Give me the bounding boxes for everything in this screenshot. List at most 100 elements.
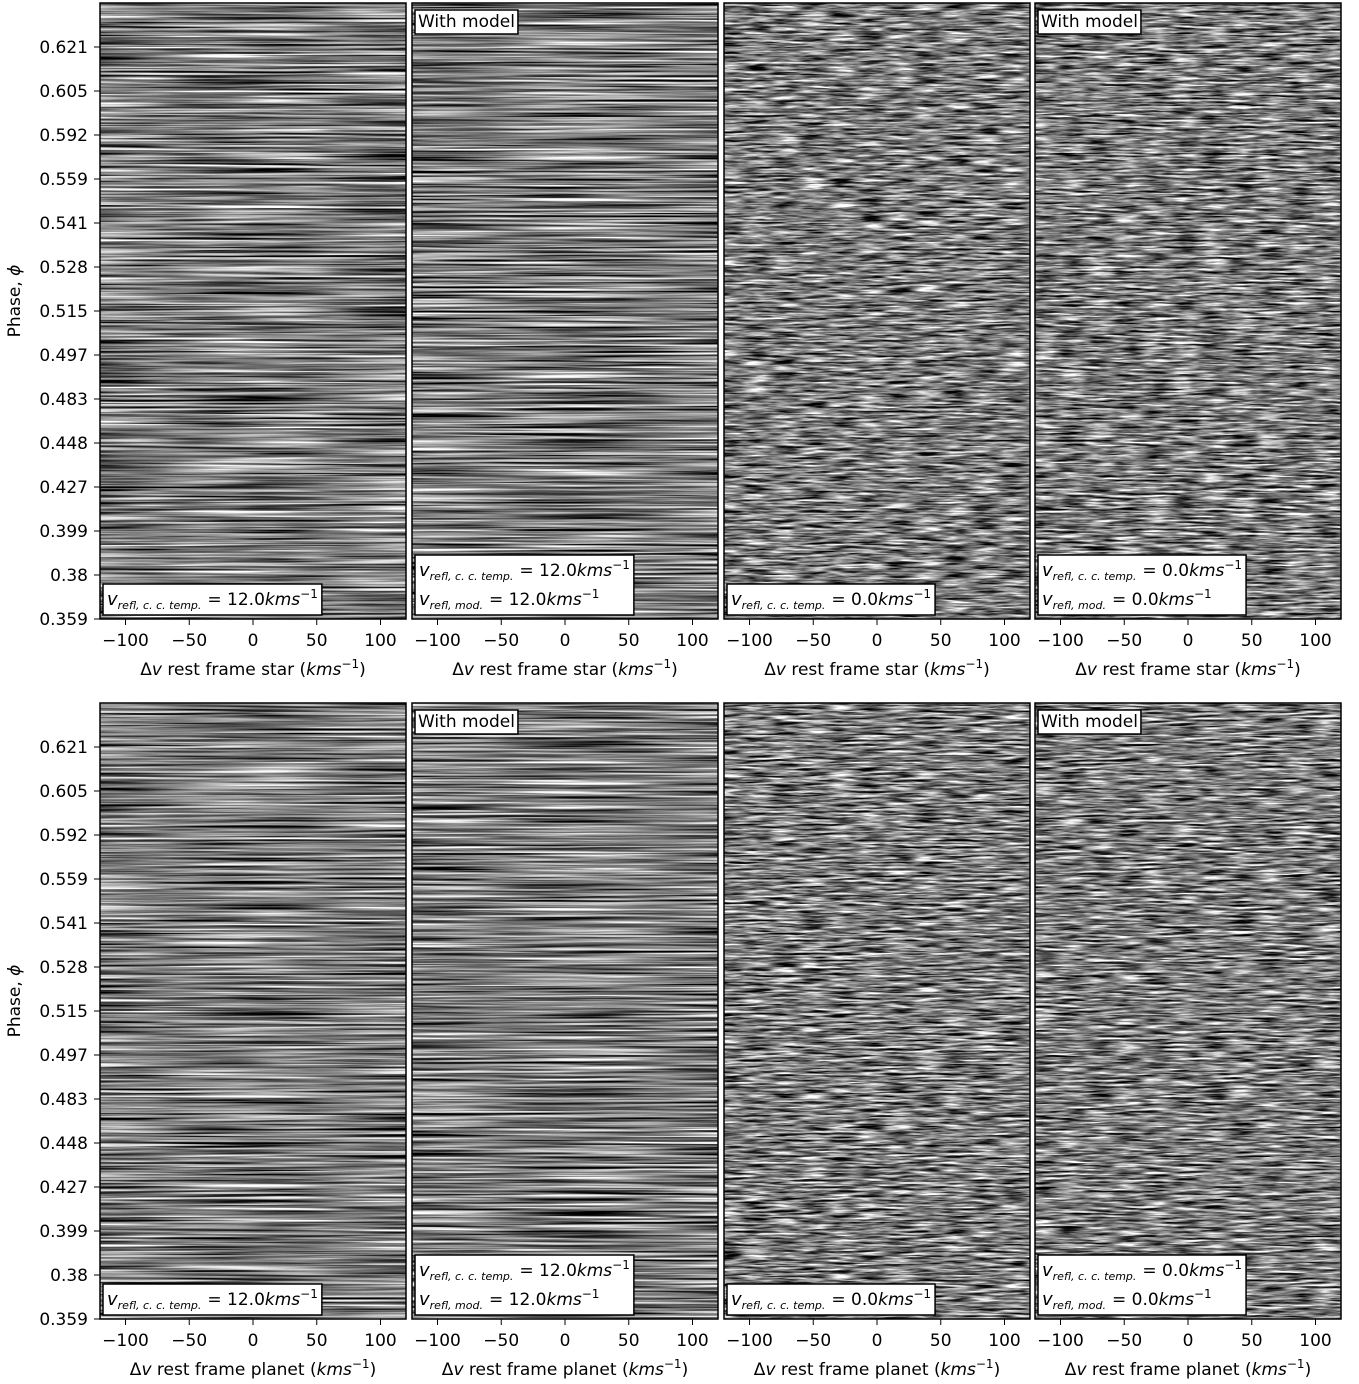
symbol: v	[419, 560, 430, 581]
x-tick-label: −50	[483, 631, 519, 651]
x-tick-label: 50	[306, 631, 328, 651]
legend-line: vrefl, mod. = 0.0kms−1	[1042, 1287, 1212, 1312]
text-part: )	[671, 660, 678, 680]
heatmap-image	[1035, 703, 1341, 1319]
annotation-box	[1037, 554, 1247, 616]
text-part: −1	[664, 1357, 682, 1371]
equals: = 12.0	[519, 1261, 577, 1281]
legend-line: vrefl, c. c. temp. = 0.0kms−1	[731, 1287, 931, 1312]
annotation-text: With model	[1041, 712, 1138, 732]
text-part: v	[464, 660, 475, 680]
y-tick-label: 0.621	[39, 738, 88, 758]
subscript: refl, c. c. temp.	[118, 599, 202, 612]
y-tick-label: 0.497	[39, 1046, 88, 1066]
exponent: −1	[1194, 587, 1212, 601]
text-part: kms	[1241, 660, 1276, 680]
text-part: )	[359, 660, 366, 680]
symbol: v	[1042, 1289, 1053, 1310]
annotation-box	[414, 709, 519, 735]
x-axis-label: Δv rest frame planet (kms−1)	[442, 1357, 688, 1380]
text-part: v	[152, 660, 163, 680]
annotation-box	[1037, 709, 1142, 735]
unit: kms	[577, 561, 612, 581]
text-part: kms	[930, 660, 965, 680]
unit: kms	[1159, 590, 1194, 610]
y-tick-label: 0.448	[39, 434, 88, 454]
text-part: rest frame planet (	[776, 1360, 941, 1380]
text-part: −1	[965, 657, 983, 671]
text-part: v	[453, 1360, 464, 1380]
exponent: −1	[300, 1287, 318, 1301]
text-part: kms	[317, 1360, 352, 1380]
y-tick-label: 0.541	[39, 914, 88, 934]
text-part: Phase,	[5, 276, 25, 338]
unit: kms	[878, 590, 913, 610]
x-tick-label: −100	[102, 1331, 149, 1351]
legend-line: vrefl, c. c. temp. = 0.0kms−1	[731, 587, 931, 612]
subscript: refl, c. c. temp.	[430, 1270, 514, 1283]
legend-line: vrefl, mod. = 12.0kms−1	[419, 1287, 599, 1312]
subscript: refl, c. c. temp.	[1053, 1270, 1137, 1283]
y-tick-label: 0.515	[39, 1002, 88, 1022]
legend-line: vrefl, mod. = 0.0kms−1	[1042, 587, 1212, 612]
x-tick-label: −100	[1037, 631, 1084, 651]
equals: = 12.0	[489, 1290, 547, 1310]
y-tick-label: 0.497	[39, 346, 88, 366]
x-tick-label: 50	[306, 1331, 328, 1351]
text-part: kms	[629, 1360, 664, 1380]
annotation-box	[414, 9, 519, 35]
x-tick-label: 100	[1299, 1331, 1331, 1351]
exponent: −1	[300, 587, 318, 601]
heatmap-image	[724, 703, 1030, 1319]
text-part: kms	[941, 1360, 976, 1380]
text-part: Δ	[764, 660, 776, 680]
text-part: v	[776, 660, 787, 680]
y-tick-label: 0.605	[39, 782, 88, 802]
legend-line: vrefl, c. c. temp. = 0.0kms−1	[1042, 558, 1242, 583]
x-tick-label: 50	[618, 631, 640, 651]
text-part: )	[1294, 660, 1301, 680]
annotation-box	[102, 583, 323, 616]
legend-line: vrefl, mod. = 12.0kms−1	[419, 587, 599, 612]
text-part: )	[682, 1360, 689, 1380]
x-tick-label: 0	[872, 631, 883, 651]
text-part: rest frame planet (	[464, 1360, 629, 1380]
x-axis-label: Δv rest frame star (kms−1)	[764, 657, 990, 680]
y-tick-label: 0.528	[39, 258, 88, 278]
annotation-box	[726, 1283, 936, 1316]
heatmap-image	[412, 3, 718, 619]
x-tick-label: −50	[483, 1331, 519, 1351]
symbol: v	[107, 1289, 118, 1310]
symbol: v	[1042, 589, 1053, 610]
x-tick-label: −100	[102, 631, 149, 651]
text-part: kms	[306, 660, 341, 680]
x-tick-label: −50	[1106, 1331, 1142, 1351]
text-part: v	[141, 1360, 152, 1380]
heatmap-image	[412, 703, 718, 1319]
text-part: −1	[653, 657, 671, 671]
x-tick-label: −50	[171, 631, 207, 651]
subscript: refl, c. c. temp.	[118, 1299, 202, 1312]
equals: = 0.0	[831, 1290, 878, 1310]
y-tick-label: 0.399	[39, 522, 88, 542]
equals: = 0.0	[1142, 1261, 1189, 1281]
x-tick-label: −100	[726, 631, 773, 651]
unit: kms	[1189, 561, 1224, 581]
legend-line: vrefl, c. c. temp. = 12.0kms−1	[419, 1258, 630, 1283]
text-part: −1	[1276, 657, 1294, 671]
y-tick-label: 0.38	[50, 566, 88, 586]
annotation: With model	[1037, 9, 1142, 35]
x-axis-label: Δv rest frame star (kms−1)	[1075, 657, 1301, 680]
y-tick-label: 0.399	[39, 1222, 88, 1242]
y-tick-label: 0.541	[39, 214, 88, 234]
heatmap-image	[100, 703, 406, 1319]
x-tick-label: 50	[930, 1331, 952, 1351]
legend: vrefl, c. c. temp. = 0.0kms−1	[726, 583, 936, 616]
equals: = 0.0	[1112, 1290, 1159, 1310]
subscript: refl, c. c. temp.	[742, 599, 826, 612]
text-part: )	[983, 660, 990, 680]
x-tick-label: 0	[560, 1331, 571, 1351]
subscript: refl, mod.	[1053, 1299, 1106, 1312]
text-part: rest frame planet (	[152, 1360, 317, 1380]
